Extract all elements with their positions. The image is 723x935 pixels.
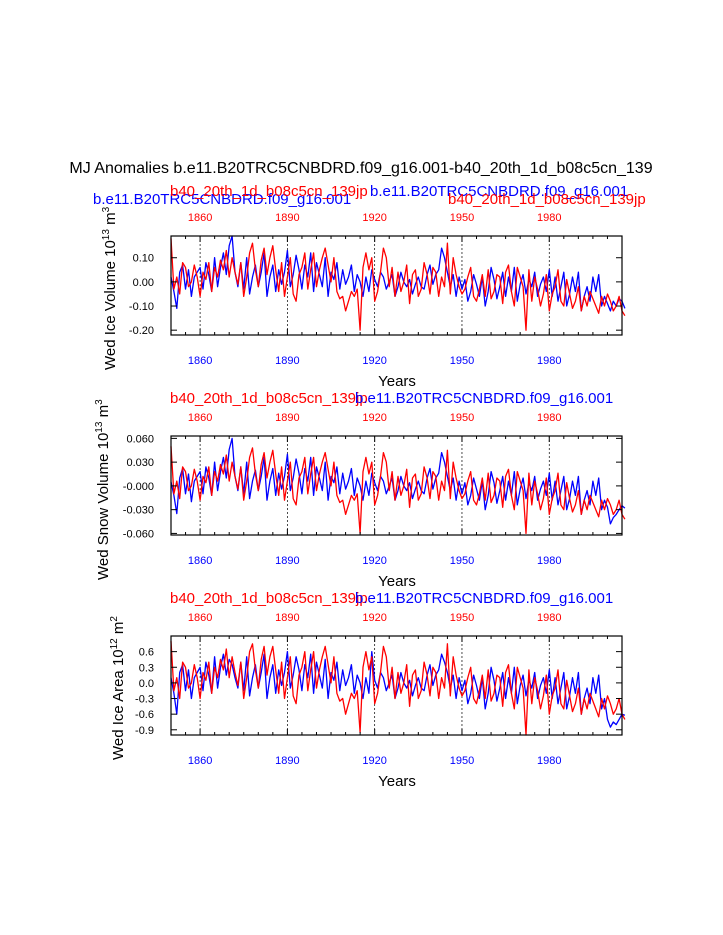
panel3-case2-label: b40_20th_1d_b08c5cn_139jp bbox=[170, 590, 368, 607]
y-tick-label: -0.10 bbox=[129, 301, 154, 313]
y-tick-label: 0.030 bbox=[126, 457, 154, 469]
series-line-case2 bbox=[170, 446, 626, 535]
y-tick-label: -0.6 bbox=[135, 709, 154, 721]
y-tick-label: -0.9 bbox=[135, 725, 154, 737]
x-tick-label-bottom: 1920 bbox=[362, 355, 386, 367]
series-line-case2 bbox=[170, 641, 626, 736]
plot-frame bbox=[170, 235, 623, 336]
x-tick-label-bottom: 1860 bbox=[188, 755, 212, 767]
x-tick-label-top: 1920 bbox=[362, 212, 386, 224]
y-tick-label: -0.000 bbox=[123, 481, 154, 493]
y-tick-label: -0.20 bbox=[129, 325, 154, 337]
x-tick-label-top: 1950 bbox=[450, 212, 474, 224]
x-tick-label-top: 1950 bbox=[450, 612, 474, 624]
x-tick-label-top: 1890 bbox=[275, 212, 299, 224]
x-tick-label-bottom: 1980 bbox=[537, 355, 561, 367]
x-tick-label-top: 1890 bbox=[275, 612, 299, 624]
panel3-ylabel: Wed Ice Area 1012 m2 bbox=[109, 616, 127, 760]
x-tick-label-top: 1920 bbox=[362, 612, 386, 624]
x-tick-label-bottom: 1980 bbox=[537, 555, 561, 567]
x-tick-label-top: 1980 bbox=[537, 612, 561, 624]
panel2-plot: 1860 1860 1890 1890 1920 1920 1950 1950 1980 1980… bbox=[123, 412, 626, 567]
panel1-ylabel: Wed Ice Volume 1013 m3 bbox=[101, 206, 119, 370]
y-tick-label: 0.3 bbox=[139, 662, 154, 674]
panel2-xlabel: Years bbox=[378, 573, 416, 590]
x-tick-label-bottom: 1890 bbox=[275, 755, 299, 767]
panel3-case1-label: b.e11.B20TRC5CNBDRD.f09_g16.001 bbox=[355, 590, 613, 607]
y-tick-label: 0.00 bbox=[133, 277, 154, 289]
panel1-plot: 1860 1860 1890 1890 1920 1920 1950 1950 1980 1980… bbox=[129, 212, 626, 367]
panel1-case1-label: b.e11.B20TRC5CNBDRD.f09_g16.001 bbox=[93, 191, 351, 208]
series-line-case2 bbox=[170, 238, 626, 331]
x-tick-label-top: 1980 bbox=[537, 412, 561, 424]
x-tick-label-bottom: 1860 bbox=[188, 355, 212, 367]
x-tick-label-top: 1890 bbox=[275, 412, 299, 424]
panel3-plot: 1860 1860 1890 1890 1920 1920 1950 1950 1980 1980… bbox=[135, 612, 626, 767]
y-tick-label: -0.030 bbox=[123, 505, 154, 517]
panel-ice-volume: b.e11.B20TRC5CNBDRD.f09_g16.001 b40_20th… bbox=[93, 183, 646, 390]
series-line-case1 bbox=[170, 650, 626, 728]
x-tick-label-bottom: 1980 bbox=[537, 755, 561, 767]
y-tick-label: -0.060 bbox=[123, 528, 154, 540]
x-tick-label-bottom: 1950 bbox=[450, 355, 474, 367]
x-tick-label-top: 1860 bbox=[188, 612, 212, 624]
y-tick-label: 0.0 bbox=[139, 678, 154, 690]
plot-frame bbox=[170, 635, 623, 736]
y-tick-label: -0.3 bbox=[135, 694, 154, 706]
x-tick-label-bottom: 1920 bbox=[362, 555, 386, 567]
panel1-case1-top-label: b.e11.B20TRC5CNBDRD.f09_g16.001 bbox=[370, 183, 628, 200]
y-tick-label: 0.060 bbox=[126, 433, 154, 445]
series-line-case1 bbox=[170, 437, 626, 525]
x-tick-label-top: 1860 bbox=[188, 212, 212, 224]
figure-title: MJ Anomalies b.e11.B20TRC5CNBDRD.f09_g16… bbox=[69, 160, 652, 177]
y-tick-label: 0.10 bbox=[133, 253, 154, 265]
x-tick-label-bottom: 1890 bbox=[275, 555, 299, 567]
x-tick-label-top: 1950 bbox=[450, 412, 474, 424]
panel-snow-volume: b40_20th_1d_b08c5cn_139jp b.e11.B20TRC5C… bbox=[94, 390, 626, 590]
x-tick-label-bottom: 1920 bbox=[362, 755, 386, 767]
x-tick-label-top: 1920 bbox=[362, 412, 386, 424]
panel1-xlabel: Years bbox=[378, 373, 416, 390]
panel2-ylabel: Wed Snow Volume 1013 m3 bbox=[94, 399, 112, 580]
x-tick-label-top: 1860 bbox=[188, 412, 212, 424]
y-tick-label: 0.6 bbox=[139, 647, 154, 659]
x-tick-label-bottom: 1950 bbox=[450, 755, 474, 767]
x-tick-label-top: 1980 bbox=[537, 212, 561, 224]
panel1-case2-top-label: b40_20th_1d_b08c5cn_139jp bbox=[448, 191, 646, 208]
x-tick-label-bottom: 1950 bbox=[450, 555, 474, 567]
panel3-xlabel: Years bbox=[378, 773, 416, 790]
x-tick-label-bottom: 1860 bbox=[188, 555, 212, 567]
panel2-case1-label: b.e11.B20TRC5CNBDRD.f09_g16.001 bbox=[355, 390, 613, 407]
x-tick-label-bottom: 1890 bbox=[275, 355, 299, 367]
panel1-case2-label: b40_20th_1d_b08c5cn_139jp bbox=[170, 183, 368, 200]
panel2-case2-label: b40_20th_1d_b08c5cn_139jp bbox=[170, 390, 368, 407]
panel-ice-area: b40_20th_1d_b08c5cn_139jp b.e11.B20TRC5C… bbox=[109, 590, 626, 790]
series-line-case1 bbox=[170, 235, 626, 312]
